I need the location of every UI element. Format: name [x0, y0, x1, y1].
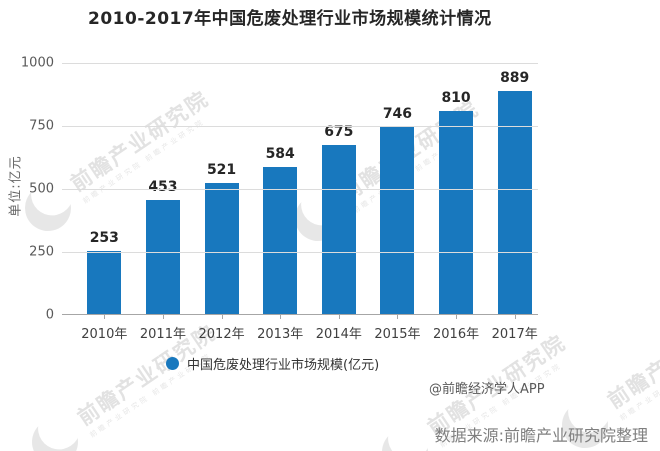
bar: 584 [263, 146, 298, 314]
bar: 521 [204, 162, 239, 314]
x-axis-label: 2014年 [315, 327, 362, 342]
y-tick-label: 250 [29, 244, 54, 260]
category-band: 746 2015年 [368, 63, 427, 342]
gridline [62, 63, 538, 64]
bar-value-label: 810 [441, 89, 471, 106]
x-axis-label: 2010年 [81, 327, 128, 342]
x-tick [397, 314, 399, 319]
watermark-text: 前瞻产业研究院 [603, 303, 660, 414]
watermark-subtext: 前瞻产业研究院 前瞻产业研究院 [618, 334, 660, 423]
legend-marker-icon [166, 357, 179, 370]
watermark-logo-icon [23, 410, 87, 451]
x-tick [456, 314, 458, 319]
bar-value-label: 521 [206, 162, 237, 179]
x-axis-label: 2017年 [491, 327, 538, 342]
data-source-note: 数据来源:前瞻产业研究院整理 [434, 426, 648, 445]
y-tick-label: 750 [29, 118, 54, 134]
y-tick-label: 500 [29, 181, 54, 197]
y-tick-label: 0 [45, 307, 54, 323]
bar: 253 [87, 230, 122, 314]
category-band: 810 2016年 [427, 63, 486, 342]
gridline [62, 252, 538, 253]
brand-badge: @前瞻经济学人APP [429, 382, 545, 397]
x-axis-label: 2013年 [257, 327, 304, 342]
bar: 746 [380, 106, 415, 314]
bar-value-label: 253 [89, 229, 119, 246]
bars-container: 253 2010年 453 2011年 521 2012年 584 2013年 675 2014年… [75, 63, 544, 343]
bar-value-label: 889 [500, 69, 530, 86]
bar: 453 [145, 179, 180, 314]
bar: 675 [321, 124, 356, 314]
watermark-logo-icon [373, 420, 437, 451]
category-band: 584 2013年 [251, 63, 310, 342]
category-band: 889 2017年 [485, 63, 544, 342]
x-tick [162, 314, 164, 319]
bar-value-label: 746 [382, 105, 413, 122]
x-tick [221, 314, 223, 319]
x-axis-label: 2016年 [433, 327, 480, 342]
bar-value-label: 584 [265, 146, 295, 163]
gridline [62, 126, 538, 127]
category-band: 253 2010年 [75, 63, 134, 343]
legend-label: 中国危废处理行业市场规模(亿元) [187, 358, 380, 373]
bar-value-label: 675 [324, 123, 354, 140]
x-axis-label: 2012年 [198, 327, 245, 342]
legend: 中国危废处理行业市场规模(亿元) [166, 354, 379, 373]
x-tick [338, 314, 340, 319]
x-axis-label: 2015年 [374, 327, 421, 342]
gridline [62, 189, 538, 190]
bar: 810 [439, 90, 474, 314]
bar: 889 [497, 70, 532, 314]
chart-title: 2010-2017年中国危废处理行业市场规模统计情况 [88, 9, 492, 29]
x-axis-label: 2011年 [139, 327, 186, 342]
category-band: 453 2011年 [134, 63, 193, 342]
x-tick [280, 314, 282, 319]
category-band: 521 2012年 [192, 63, 251, 342]
bar-value-label: 453 [148, 179, 178, 196]
x-tick [104, 314, 106, 319]
plot-area: 253 2010年 453 2011年 521 2012年 584 2013年 675 2014年… [62, 63, 538, 342]
x-tick [514, 314, 516, 319]
y-tick-label: 1000 [20, 55, 54, 71]
